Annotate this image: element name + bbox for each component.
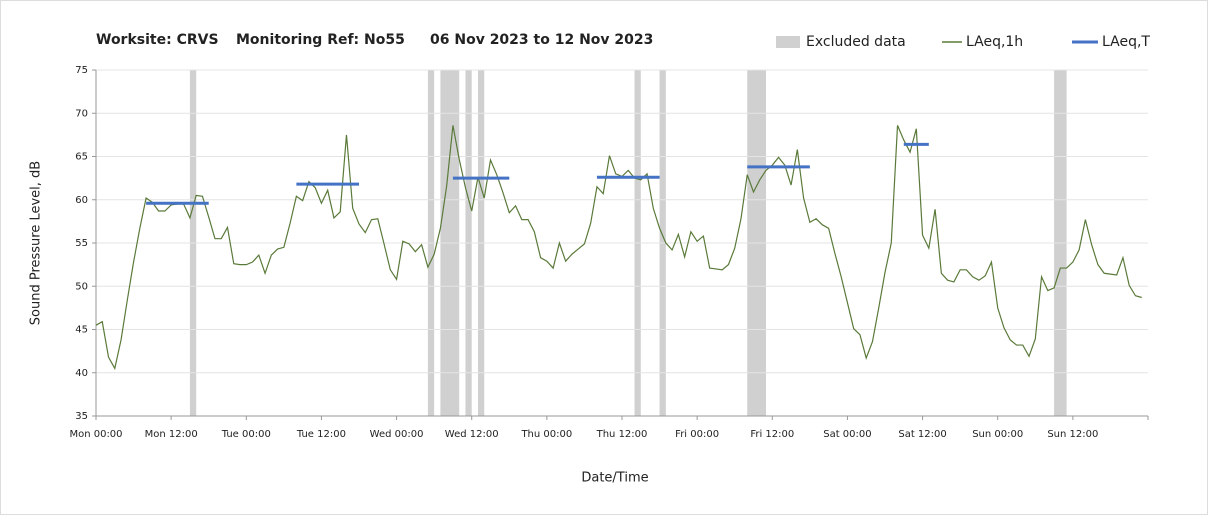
- x-axis-title: Date/Time: [581, 471, 648, 486]
- y-tick-label: 40: [75, 368, 88, 379]
- y-tick-label: 50: [75, 281, 88, 292]
- x-tick-label: Mon 12:00: [145, 429, 198, 440]
- title-worksite: Worksite: CRVS: [96, 32, 219, 48]
- x-tick-label: Sun 00:00: [972, 429, 1023, 440]
- y-tick-label: 70: [75, 108, 88, 119]
- y-tick-label: 75: [75, 65, 88, 76]
- x-tick-label: Fri 00:00: [675, 429, 719, 440]
- y-tick-label: 45: [75, 325, 88, 336]
- x-tick-label: Thu 12:00: [596, 429, 648, 440]
- y-tick-label: 60: [75, 195, 88, 206]
- x-tick-label: Sat 00:00: [823, 429, 871, 440]
- x-tick-label: Mon 00:00: [69, 429, 122, 440]
- x-tick-label: Wed 12:00: [445, 429, 499, 440]
- x-tick-label: Sat 12:00: [898, 429, 946, 440]
- x-tick-label: Thu 00:00: [520, 429, 572, 440]
- y-axis-title: Sound Pressure Level, dB: [29, 161, 44, 325]
- legend-swatch: [776, 36, 800, 48]
- legend-label: LAeq,T: [1102, 34, 1150, 50]
- x-tick-label: Wed 00:00: [370, 429, 424, 440]
- x-tick-label: Fri 12:00: [750, 429, 794, 440]
- y-tick-label: 65: [75, 152, 88, 163]
- x-tick-label: Tue 12:00: [296, 429, 346, 440]
- x-tick-label: Tue 00:00: [221, 429, 271, 440]
- series-line: [95, 125, 1142, 371]
- legend-label: Excluded data: [806, 34, 906, 50]
- x-tick-label: Sun 12:00: [1047, 429, 1098, 440]
- y-tick-label: 35: [75, 411, 88, 422]
- legend-label: LAeq,1h: [966, 34, 1023, 50]
- title-ref: Monitoring Ref: No55: [236, 32, 405, 48]
- y-tick-label: 55: [75, 238, 88, 249]
- title-dates: 06 Nov 2023 to 12 Nov 2023: [430, 32, 653, 48]
